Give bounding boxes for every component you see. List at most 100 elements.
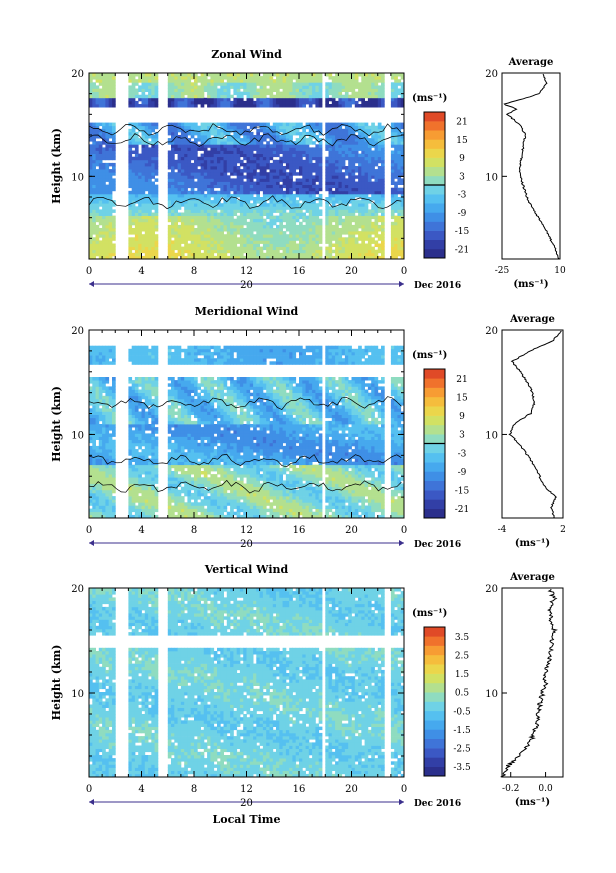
- heatmap-cell: [180, 231, 185, 235]
- heatmap-cell: [341, 203, 346, 207]
- heatmap-cell: [351, 178, 356, 182]
- heatmap-cell: [299, 159, 303, 164]
- heatmap-cell: [141, 135, 146, 139]
- heatmap-cell: [233, 203, 238, 207]
- heatmap-cell: [223, 221, 228, 226]
- heatmap-cell: [210, 240, 215, 244]
- heatmap-cell: [381, 125, 385, 130]
- heatmap-cell: [102, 414, 106, 419]
- heatmap-cell: [299, 190, 303, 195]
- heatmap-cell: [282, 141, 287, 145]
- heatmap-cell: [335, 184, 339, 189]
- heatmap-cell: [354, 82, 359, 86]
- heatmap-cell: [315, 125, 320, 130]
- heatmap-cell: [285, 243, 290, 247]
- heatmap-cell: [371, 97, 375, 102]
- heatmap-cell: [331, 218, 336, 223]
- heatmap-cell: [341, 128, 346, 133]
- heatmap-cell: [282, 156, 287, 161]
- heatmap-cell: [236, 221, 241, 226]
- heatmap-cell: [98, 464, 103, 469]
- heatmap-cell: [148, 131, 152, 136]
- heatmap-cell: [112, 505, 116, 509]
- heatmap-cell: [197, 94, 201, 99]
- heatmap-cell: [269, 79, 274, 83]
- heatmap-cell: [253, 221, 257, 226]
- heatmap-cell: [318, 97, 323, 102]
- heatmap-cell: [371, 212, 375, 216]
- heatmap-cell: [128, 471, 133, 475]
- heatmap-cell: [151, 172, 155, 176]
- heatmap-cell: [144, 206, 149, 210]
- heatmap-cell: [95, 234, 100, 238]
- heatmap-cell: [112, 477, 116, 481]
- heatmap-cell: [220, 169, 224, 173]
- heatmap-cell: [180, 190, 185, 195]
- heatmap-cell: [394, 187, 398, 192]
- heatmap-cell: [276, 88, 280, 92]
- heatmap-cell: [282, 147, 287, 151]
- heatmap-cell: [154, 221, 159, 226]
- heatmap-cell: [351, 181, 356, 185]
- heatmap-cell: [220, 228, 224, 232]
- heatmap-cell: [171, 190, 175, 195]
- heatmap-cell: [154, 215, 159, 220]
- heatmap-cell: [187, 91, 192, 96]
- heatmap-cell: [335, 166, 339, 170]
- heatmap-cell: [351, 209, 356, 213]
- heatmap-cell: [367, 181, 372, 185]
- heatmap-cell: [400, 209, 405, 213]
- heatmap-cell: [394, 203, 398, 207]
- heatmap-cell: [171, 175, 175, 179]
- heatmap-cell: [371, 135, 375, 139]
- heatmap-cell: [354, 175, 359, 179]
- heatmap-cell: [279, 193, 283, 198]
- heatmap-cell: [203, 224, 208, 229]
- heatmap-cell: [354, 166, 359, 170]
- heatmap-cell: [112, 82, 116, 86]
- heatmap-cell: [246, 184, 251, 189]
- heatmap-cell: [184, 128, 188, 133]
- heatmap-cell: [266, 76, 270, 80]
- heatmap-cell: [167, 153, 172, 158]
- colorbar-tick-label: -3: [458, 191, 467, 201]
- heatmap-cell: [233, 200, 238, 204]
- heatmap-cell: [89, 424, 93, 428]
- heatmap-cell: [105, 464, 110, 469]
- heatmap-cell: [89, 169, 93, 173]
- heatmap-cell: [138, 85, 142, 89]
- heatmap-cell: [203, 218, 208, 223]
- heatmap-cell: [259, 91, 264, 96]
- heatmap-cell: [207, 125, 211, 130]
- heatmap-cell: [151, 82, 155, 86]
- heatmap-cell: [223, 138, 228, 142]
- heatmap-cell: [98, 156, 103, 161]
- heatmap-cell: [259, 175, 264, 179]
- heatmap-cell: [266, 82, 270, 86]
- heatmap-cell: [325, 166, 329, 170]
- heatmap-cell: [134, 79, 139, 83]
- heatmap-cell: [282, 234, 287, 238]
- heatmap-cell: [128, 486, 133, 491]
- heatmap-cell: [335, 231, 339, 235]
- heatmap-cell: [141, 144, 146, 148]
- heatmap-cell: [230, 125, 234, 130]
- heatmap-cell: [138, 94, 142, 99]
- heatmap-cell: [98, 228, 103, 232]
- heatmap-cell: [374, 240, 379, 244]
- heatmap-cell: [269, 100, 274, 105]
- heatmap-cell: [331, 197, 336, 201]
- heatmap-cell: [226, 193, 231, 198]
- heatmap-cell: [236, 190, 241, 195]
- heatmap-cell: [318, 85, 323, 89]
- heatmap-cell: [105, 514, 110, 519]
- heatmap-cell: [259, 159, 264, 164]
- heatmap-cell: [259, 237, 264, 241]
- heatmap-cell: [200, 166, 205, 170]
- heatmap-cell: [89, 430, 93, 434]
- heatmap-cell: [138, 200, 142, 204]
- heatmap-cell: [177, 172, 182, 176]
- heatmap-cell: [102, 424, 106, 428]
- heatmap-cell: [305, 240, 310, 244]
- heatmap-cell: [134, 224, 139, 229]
